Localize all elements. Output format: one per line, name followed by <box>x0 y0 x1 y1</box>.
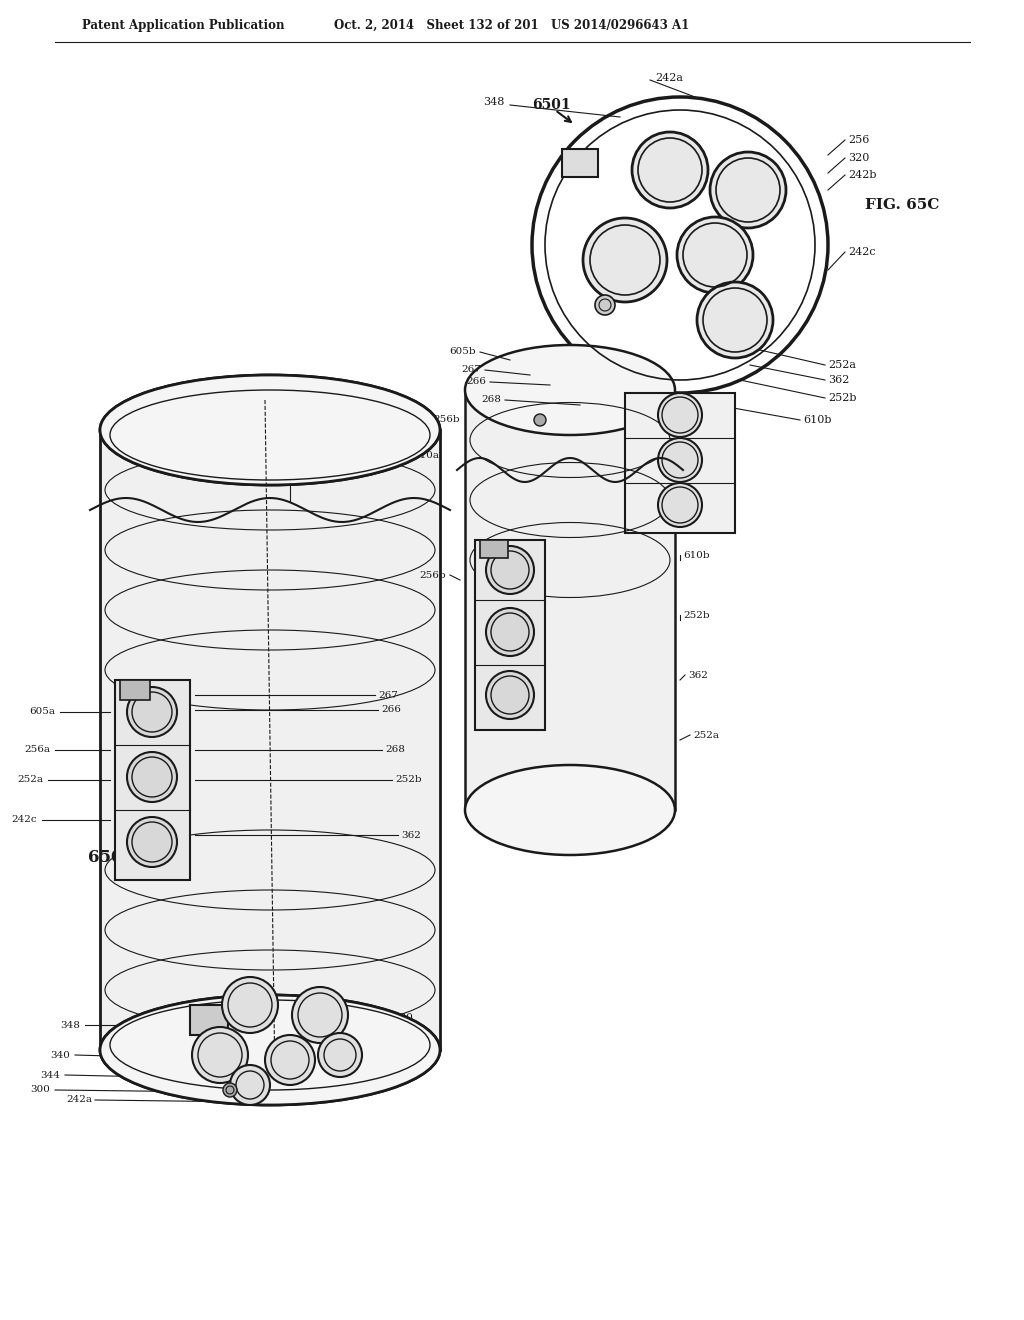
Text: 610b: 610b <box>803 414 831 425</box>
Bar <box>562 149 598 177</box>
Circle shape <box>486 609 534 656</box>
Circle shape <box>292 987 348 1043</box>
Text: 340: 340 <box>50 1051 70 1060</box>
Circle shape <box>532 96 828 393</box>
Circle shape <box>534 414 546 426</box>
Bar <box>465 389 675 810</box>
Circle shape <box>658 483 702 527</box>
Ellipse shape <box>100 995 440 1105</box>
Text: 268: 268 <box>481 396 501 404</box>
Text: 256b: 256b <box>420 570 446 579</box>
Text: 344: 344 <box>40 1071 60 1080</box>
Text: 266: 266 <box>466 378 486 387</box>
Text: 268: 268 <box>385 746 404 755</box>
Circle shape <box>127 817 177 867</box>
Circle shape <box>223 1082 237 1097</box>
Text: 362: 362 <box>688 671 708 680</box>
Circle shape <box>230 1065 270 1105</box>
Bar <box>120 680 150 700</box>
Text: 256: 256 <box>848 135 869 145</box>
Text: 252b: 252b <box>683 610 710 619</box>
Text: 605a: 605a <box>29 708 55 717</box>
Text: FIG. 65B: FIG. 65B <box>355 436 430 449</box>
Text: 267: 267 <box>461 366 481 375</box>
Text: 320: 320 <box>848 153 869 162</box>
Circle shape <box>595 294 615 315</box>
Text: 610b: 610b <box>683 550 710 560</box>
Circle shape <box>632 132 708 209</box>
Circle shape <box>486 546 534 594</box>
Circle shape <box>677 216 753 293</box>
Bar <box>190 1005 228 1035</box>
Text: 256: 256 <box>403 1053 423 1063</box>
Text: Patent Application Publication: Patent Application Publication <box>82 18 285 32</box>
Text: 6501: 6501 <box>88 850 134 866</box>
Circle shape <box>318 1034 362 1077</box>
Bar <box>480 540 508 558</box>
Text: 252a: 252a <box>828 360 856 370</box>
Text: 362: 362 <box>828 375 849 385</box>
Circle shape <box>127 752 177 803</box>
Text: 252a: 252a <box>693 730 719 739</box>
Text: FIG. 65C: FIG. 65C <box>865 198 939 213</box>
Text: 242a: 242a <box>66 1096 92 1105</box>
Circle shape <box>710 152 786 228</box>
Text: Oct. 2, 2014   Sheet 132 of 201   US 2014/0296643 A1: Oct. 2, 2014 Sheet 132 of 201 US 2014/02… <box>335 18 689 32</box>
Ellipse shape <box>100 995 440 1105</box>
Circle shape <box>486 671 534 719</box>
Ellipse shape <box>465 766 675 855</box>
Circle shape <box>193 1027 248 1082</box>
Circle shape <box>127 686 177 737</box>
Text: 256a: 256a <box>24 746 50 755</box>
Text: 348: 348 <box>483 96 505 107</box>
Text: 320: 320 <box>393 1014 413 1023</box>
Text: 242b: 242b <box>848 170 877 180</box>
Text: 362: 362 <box>401 830 421 840</box>
Bar <box>100 430 440 1049</box>
Text: 267: 267 <box>378 690 398 700</box>
Text: 252a: 252a <box>17 776 43 784</box>
Circle shape <box>658 438 702 482</box>
Bar <box>475 540 545 730</box>
Text: 348: 348 <box>60 1020 80 1030</box>
Text: 256b: 256b <box>433 416 460 425</box>
Text: 242b: 242b <box>398 1034 425 1043</box>
Text: 610a: 610a <box>413 450 439 459</box>
Text: 6501: 6501 <box>532 98 570 112</box>
Circle shape <box>222 977 278 1034</box>
Text: 252b: 252b <box>828 393 856 403</box>
Bar <box>625 393 735 533</box>
Text: 242c: 242c <box>11 816 37 825</box>
Text: 266: 266 <box>381 705 400 714</box>
Ellipse shape <box>100 375 440 484</box>
Ellipse shape <box>100 375 440 484</box>
Text: 252b: 252b <box>395 776 422 784</box>
Text: 242a: 242a <box>655 73 683 83</box>
Circle shape <box>658 393 702 437</box>
Text: 605b: 605b <box>450 347 476 356</box>
Circle shape <box>697 282 773 358</box>
Ellipse shape <box>465 345 675 436</box>
Circle shape <box>583 218 667 302</box>
Circle shape <box>265 1035 315 1085</box>
Text: 300: 300 <box>30 1085 50 1094</box>
Bar <box>115 680 190 880</box>
Text: 6503: 6503 <box>310 421 340 434</box>
Text: 242c: 242c <box>848 247 876 257</box>
